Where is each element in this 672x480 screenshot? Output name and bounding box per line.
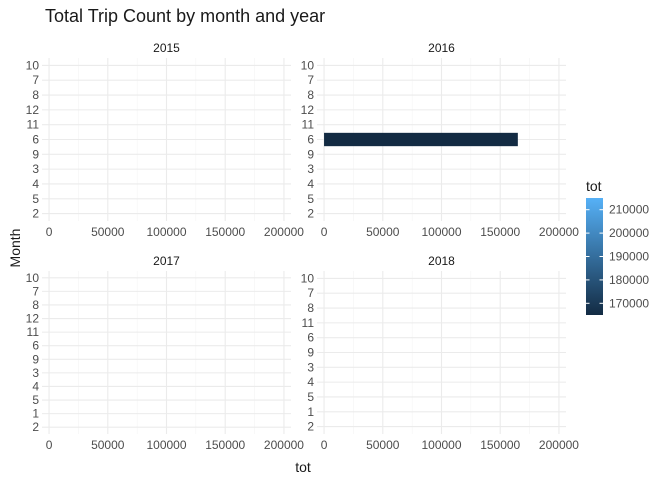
y-tick-label: 6 xyxy=(32,339,39,353)
y-tick-label: 3 xyxy=(32,162,39,176)
y-tick-label: 6 xyxy=(307,331,314,345)
y-tick-label: 2 xyxy=(307,207,314,221)
y-tick-label: 11 xyxy=(27,118,40,132)
x-tick-label: 150000 xyxy=(205,225,245,239)
y-tick-label: 7 xyxy=(32,284,39,298)
x-tick-label: 200000 xyxy=(264,438,304,452)
y-tick-label: 2 xyxy=(32,207,39,221)
x-tick-label: 150000 xyxy=(480,438,520,452)
legend-tick-label: 180000 xyxy=(609,273,649,287)
y-tick-label: 12 xyxy=(26,103,40,117)
facet-label: 2017 xyxy=(153,254,180,268)
x-tick-label: 50000 xyxy=(366,225,400,239)
legend-tick-label: 210000 xyxy=(609,203,649,217)
y-tick-label: 11 xyxy=(27,325,40,339)
y-tick-label: 10 xyxy=(26,271,40,285)
chart-title: Total Trip Count by month and year xyxy=(45,6,325,26)
y-tick-label: 9 xyxy=(307,147,314,161)
y-tick-label: 5 xyxy=(32,393,39,407)
legend-ticks: 170000 180000 190000 200000 210000 xyxy=(586,203,649,310)
y-tick-label: 12 xyxy=(301,103,315,117)
y-tick-label: 6 xyxy=(32,133,39,147)
y-tick-label: 9 xyxy=(32,147,39,161)
y-tick-label: 7 xyxy=(307,286,314,300)
y-tick-label: 8 xyxy=(32,88,39,102)
x-tick-label: 100000 xyxy=(421,438,461,452)
legend-colorbar xyxy=(586,198,603,315)
color-legend: tot 170000 180000 190000 200000 210000 xyxy=(586,178,649,315)
y-axis-title: Month xyxy=(7,229,23,268)
y-tick-label: 4 xyxy=(32,177,39,191)
x-tick-label: 150000 xyxy=(480,225,520,239)
x-tick-label: 100000 xyxy=(146,438,186,452)
y-tick-label: 11 xyxy=(302,118,315,132)
y-tick-label: 8 xyxy=(307,301,314,315)
y-tick-label: 12 xyxy=(26,312,40,326)
y-tick-label: 5 xyxy=(32,192,39,206)
y-tick-label: 8 xyxy=(307,88,314,102)
facet-label: 2015 xyxy=(153,41,180,55)
x-tick-label: 200000 xyxy=(539,438,579,452)
y-tick-label: 3 xyxy=(307,360,314,374)
legend-title: tot xyxy=(586,178,602,194)
facet-label: 2016 xyxy=(428,41,455,55)
y-tick-label: 4 xyxy=(307,177,314,191)
y-tick-label: 5 xyxy=(307,192,314,206)
y-tick-label: 9 xyxy=(307,346,314,360)
y-tick-label: 5 xyxy=(307,390,314,404)
legend-tick-label: 190000 xyxy=(609,250,649,264)
x-tick-label: 200000 xyxy=(264,225,304,239)
facet-label: 2018 xyxy=(428,254,455,268)
y-tick-label: 4 xyxy=(307,375,314,389)
y-tick-label: 6 xyxy=(307,133,314,147)
x-tick-label: 0 xyxy=(46,225,53,239)
y-tick-label: 3 xyxy=(307,162,314,176)
x-axis-title: tot xyxy=(295,459,311,475)
y-tick-label: 10 xyxy=(301,271,315,285)
y-tick-label: 2 xyxy=(307,420,314,434)
y-tick-label: 3 xyxy=(32,366,39,380)
y-tick-label: 1 xyxy=(32,407,39,421)
legend-tick-label: 170000 xyxy=(609,296,649,310)
x-tick-label: 100000 xyxy=(146,225,186,239)
y-tick-label: 10 xyxy=(301,58,315,72)
x-tick-label: 0 xyxy=(321,438,328,452)
legend-tick-label: 200000 xyxy=(609,226,649,240)
y-tick-label: 1 xyxy=(307,405,314,419)
y-tick-label: 7 xyxy=(32,73,39,87)
x-tick-label: 50000 xyxy=(91,225,125,239)
x-tick-label: 200000 xyxy=(539,225,579,239)
y-tick-label: 8 xyxy=(32,298,39,312)
x-tick-label: 0 xyxy=(321,225,328,239)
y-tick-label: 9 xyxy=(32,352,39,366)
y-tick-label: 4 xyxy=(32,379,39,393)
y-tick-label: 10 xyxy=(26,58,40,72)
y-tick-label: 11 xyxy=(302,316,315,330)
x-tick-label: 0 xyxy=(46,438,53,452)
bar-2016-month-6 xyxy=(324,132,518,147)
y-tick-label: 7 xyxy=(307,73,314,87)
y-tick-label: 2 xyxy=(32,420,39,434)
x-tick-label: 50000 xyxy=(91,438,125,452)
x-tick-label: 100000 xyxy=(421,225,461,239)
x-tick-label: 150000 xyxy=(205,438,245,452)
x-tick-label: 50000 xyxy=(366,438,400,452)
